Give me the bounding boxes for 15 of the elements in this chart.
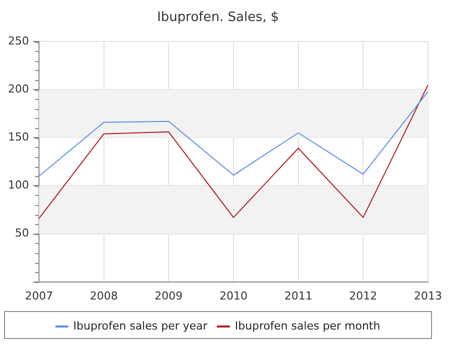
x-tick-label: 2009 [154, 289, 183, 302]
x-tick-label: 2007 [24, 289, 53, 302]
y-tick-label: 200 [8, 82, 29, 96]
x-tick-label: 2013 [414, 289, 442, 302]
y-tick-label: 250 [8, 34, 29, 48]
x-tick-label: 2008 [90, 289, 118, 302]
y-tick-label: 100 [8, 178, 29, 192]
x-tick-label: 2011 [284, 289, 312, 302]
legend-label: Ibuprofen sales per year [73, 319, 208, 332]
y-tick-label: 150 [8, 130, 29, 144]
x-tick-label: 2010 [220, 289, 248, 302]
x-tick-label: 2012 [349, 289, 378, 302]
y-tick-label: 50 [14, 226, 29, 240]
chart-title: Ibuprofen. Sales, $ [157, 10, 279, 26]
legend-label: Ibuprofen sales per month [234, 319, 380, 332]
